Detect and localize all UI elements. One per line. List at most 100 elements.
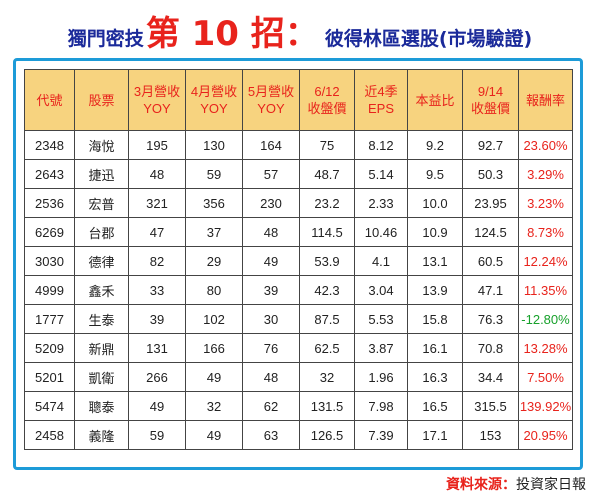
column-header-line: YOY xyxy=(143,101,171,116)
table-body: 2348 海悅 195 130 164 75 8.12 9.2 92.7 23.60% 2643 捷迅… xyxy=(24,130,573,450)
title-emphasis: 第 10 招： xyxy=(145,14,319,54)
cell-eps: 4.1 xyxy=(354,246,408,276)
cell-eps: 5.53 xyxy=(354,304,408,334)
cell-close612: 53.9 xyxy=(299,246,355,276)
column-header: 5月營收 YOY xyxy=(242,69,300,131)
cell-code: 2458 xyxy=(24,420,75,450)
cell-eps: 5.14 xyxy=(354,159,408,189)
table-row: 2458 義隆 59 49 63 126.5 7.39 17.1 153 20.95% xyxy=(24,420,573,450)
cell-close612: 42.3 xyxy=(299,275,355,305)
cell-ret: -12.80% xyxy=(518,304,573,334)
page-title: 獨門密技 第 10 招： 彼得林區選股(市場驗證) xyxy=(0,6,600,54)
table-row: 5209 新鼎 131 166 76 62.5 3.87 16.1 70.8 13.28% xyxy=(24,333,573,363)
cell-apr: 49 xyxy=(185,420,243,450)
cell-name: 新鼎 xyxy=(74,333,129,363)
cell-mar: 131 xyxy=(128,333,186,363)
table-row: 3030 德律 82 29 49 53.9 4.1 13.1 60.5 12.24% xyxy=(24,246,573,276)
cell-close914: 76.3 xyxy=(462,304,519,334)
cell-may: 63 xyxy=(242,420,300,450)
cell-close612: 114.5 xyxy=(299,217,355,247)
cell-name: 聰泰 xyxy=(74,391,129,421)
cell-apr: 59 xyxy=(185,159,243,189)
column-header-line: 報酬率 xyxy=(525,92,565,108)
cell-close612: 131.5 xyxy=(299,391,355,421)
column-header-line: EPS xyxy=(367,101,394,116)
cell-pe: 16.1 xyxy=(407,333,463,363)
cell-mar: 48 xyxy=(128,159,186,189)
cell-eps: 7.39 xyxy=(354,420,408,450)
cell-code: 4999 xyxy=(24,275,75,305)
cell-may: 30 xyxy=(242,304,300,334)
cell-close612: 32 xyxy=(299,362,355,392)
cell-may: 48 xyxy=(242,362,300,392)
cell-apr: 37 xyxy=(185,217,243,247)
cell-apr: 32 xyxy=(185,391,243,421)
cell-ret: 12.24% xyxy=(518,246,573,276)
cell-close914: 70.8 xyxy=(462,333,519,363)
cell-ret: 3.23% xyxy=(518,188,573,218)
table-frame: 代號 股票 3月營收 YOY 4月營收 YOY 5月營收 YOY 6/12 收盤價 近4季 EPS 本益… xyxy=(13,58,583,470)
cell-code: 2348 xyxy=(24,130,75,160)
cell-ret: 7.50% xyxy=(518,362,573,392)
cell-name: 德律 xyxy=(74,246,129,276)
cell-close914: 315.5 xyxy=(462,391,519,421)
cell-apr: 29 xyxy=(185,246,243,276)
cell-name: 生泰 xyxy=(74,304,129,334)
cell-eps: 8.12 xyxy=(354,130,408,160)
cell-close914: 60.5 xyxy=(462,246,519,276)
cell-mar: 266 xyxy=(128,362,186,392)
table-row: 5474 聰泰 49 32 62 131.5 7.98 16.5 315.5 139.92% xyxy=(24,391,573,421)
table-row: 1777 生泰 39 102 30 87.5 5.53 15.8 76.3 -12.80% xyxy=(24,304,573,334)
cell-mar: 47 xyxy=(128,217,186,247)
table-header-row: 代號 股票 3月營收 YOY 4月營收 YOY 5月營收 YOY 6/12 收盤價 近4季 EPS 本益… xyxy=(24,69,573,131)
cell-may: 230 xyxy=(242,188,300,218)
cell-eps: 7.98 xyxy=(354,391,408,421)
cell-code: 2643 xyxy=(24,159,75,189)
column-header-line: 3月營收 xyxy=(133,84,181,99)
cell-pe: 10.0 xyxy=(407,188,463,218)
cell-mar: 33 xyxy=(128,275,186,305)
cell-code: 6269 xyxy=(24,217,75,247)
cell-may: 76 xyxy=(242,333,300,363)
column-header: 報酬率 xyxy=(518,69,573,131)
cell-code: 2536 xyxy=(24,188,75,218)
cell-name: 宏普 xyxy=(74,188,129,218)
column-header: 本益比 xyxy=(407,69,463,131)
cell-pe: 9.5 xyxy=(407,159,463,189)
column-header: 6/12 收盤價 xyxy=(299,69,355,131)
cell-pe: 13.9 xyxy=(407,275,463,305)
cell-name: 捷迅 xyxy=(74,159,129,189)
column-header-line: 收盤價 xyxy=(470,101,510,116)
cell-name: 義隆 xyxy=(74,420,129,450)
column-header: 股票 xyxy=(74,69,129,131)
table-row: 2536 宏普 321 356 230 23.2 2.33 10.0 23.95 3.23% xyxy=(24,188,573,218)
cell-name: 台郡 xyxy=(74,217,129,247)
cell-apr: 102 xyxy=(185,304,243,334)
cell-close914: 34.4 xyxy=(462,362,519,392)
title-suffix: 彼得林區選股(市場驗證) xyxy=(324,28,533,50)
cell-ret: 13.28% xyxy=(518,333,573,363)
cell-close914: 50.3 xyxy=(462,159,519,189)
cell-ret: 3.29% xyxy=(518,159,573,189)
cell-may: 164 xyxy=(242,130,300,160)
cell-apr: 166 xyxy=(185,333,243,363)
cell-close612: 62.5 xyxy=(299,333,355,363)
cell-code: 5474 xyxy=(24,391,75,421)
column-header-line: 本益比 xyxy=(415,92,455,108)
cell-may: 57 xyxy=(242,159,300,189)
cell-eps: 3.04 xyxy=(354,275,408,305)
column-header-line: 4月營收 xyxy=(190,84,238,99)
cell-pe: 16.3 xyxy=(407,362,463,392)
cell-close914: 92.7 xyxy=(462,130,519,160)
cell-pe: 15.8 xyxy=(407,304,463,334)
cell-may: 48 xyxy=(242,217,300,247)
cell-eps: 3.87 xyxy=(354,333,408,363)
column-header: 近4季 EPS xyxy=(354,69,408,131)
cell-mar: 39 xyxy=(128,304,186,334)
column-header-line: 9/14 xyxy=(477,84,504,99)
cell-may: 49 xyxy=(242,246,300,276)
cell-pe: 16.5 xyxy=(407,391,463,421)
cell-pe: 10.9 xyxy=(407,217,463,247)
table-row: 5201 凱衛 266 49 48 32 1.96 16.3 34.4 7.50% xyxy=(24,362,573,392)
cell-name: 凱衛 xyxy=(74,362,129,392)
